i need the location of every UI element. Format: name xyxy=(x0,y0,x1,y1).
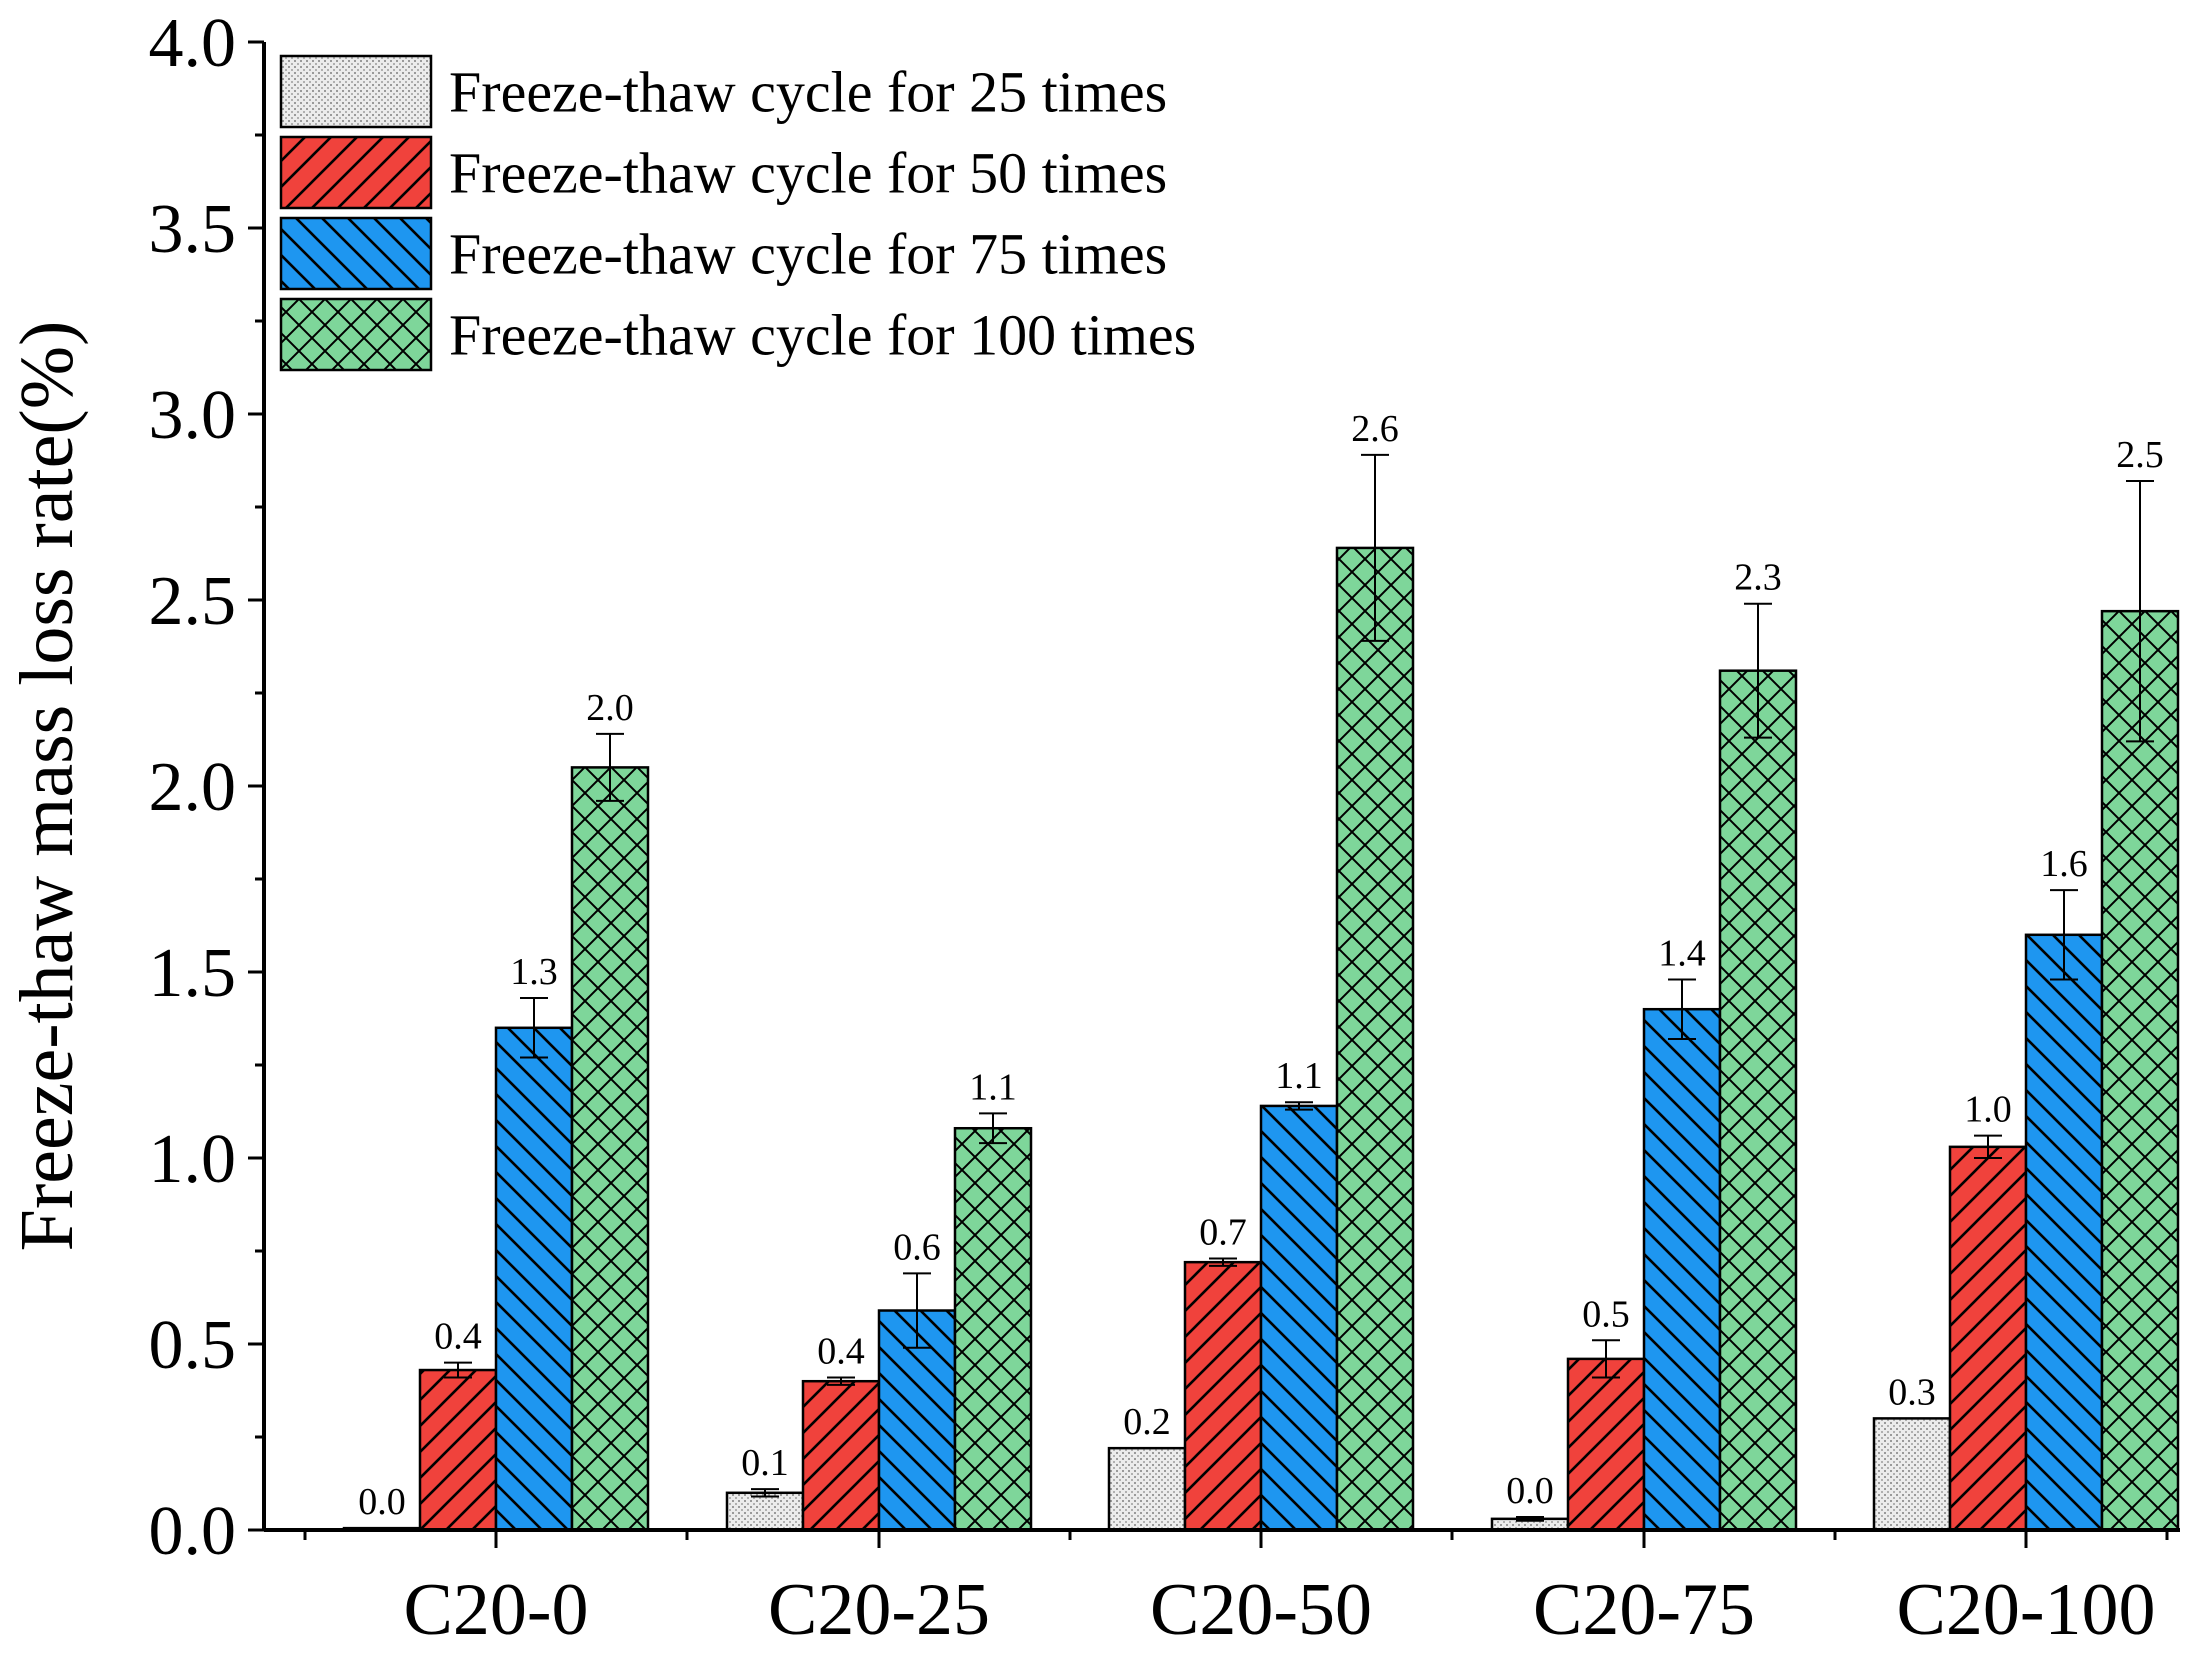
bar xyxy=(725,1491,805,1532)
data-label: 2.6 xyxy=(1351,408,1399,450)
bar xyxy=(494,1026,574,1532)
data-label: 1.1 xyxy=(969,1066,1017,1108)
y-tick-label: 1.5 xyxy=(149,935,237,1012)
data-label: 1.1 xyxy=(1275,1055,1323,1097)
legend-item: Freeze-thaw cycle for 50 times xyxy=(279,135,1167,210)
bar-group: 0.0 0.4 1.3 2.0 xyxy=(342,687,650,1532)
bar xyxy=(1718,669,1798,1532)
data-label: 0.0 xyxy=(1506,1470,1554,1512)
bar xyxy=(1872,1417,1952,1532)
legend-swatch xyxy=(279,216,433,291)
data-label: 1.0 xyxy=(1964,1089,2012,1131)
data-label: 0.0 xyxy=(358,1481,406,1523)
legend-swatch xyxy=(279,135,433,210)
bar xyxy=(953,1126,1033,1532)
data-label: 0.7 xyxy=(1199,1211,1247,1253)
bars-layer: 0.00.41.32.00.10.40.61.10.20.71.12.60.00… xyxy=(342,408,2180,1532)
legend-label: Freeze-thaw cycle for 100 times xyxy=(449,303,1196,368)
bar-group: 0.3 1.0 1.6 2.5 xyxy=(1872,434,2180,1532)
x-category-label: C20-25 xyxy=(768,1569,990,1651)
data-label: 0.3 xyxy=(1888,1371,1936,1413)
data-label: 0.5 xyxy=(1582,1293,1630,1335)
data-label: 1.4 xyxy=(1658,932,1706,974)
y-tick-label: 0.0 xyxy=(149,1493,237,1570)
bar xyxy=(1948,1145,2028,1532)
bar xyxy=(1183,1260,1263,1532)
y-tick-label: 2.5 xyxy=(149,563,237,640)
bar xyxy=(801,1379,881,1532)
bar-group: 0.0 0.5 1.4 2.3 xyxy=(1490,557,1798,1532)
bar xyxy=(1259,1104,1339,1532)
data-label: 2.0 xyxy=(586,687,634,729)
legend-swatch xyxy=(279,54,433,129)
legend-item: Freeze-thaw cycle for 100 times xyxy=(279,297,1196,372)
y-tick-label: 4.0 xyxy=(149,5,237,82)
bar xyxy=(1335,546,1415,1532)
bar xyxy=(418,1368,498,1532)
bar xyxy=(2100,609,2180,1532)
data-label: 2.3 xyxy=(1734,557,1782,599)
data-label: 0.6 xyxy=(893,1226,941,1268)
data-label: 2.5 xyxy=(2116,434,2164,476)
bar-group: 0.1 0.4 0.6 1.1 xyxy=(725,1066,1033,1532)
data-label: 1.6 xyxy=(2040,843,2088,885)
y-tick-label: 0.5 xyxy=(149,1307,237,1384)
x-category-label: C20-50 xyxy=(1150,1569,1372,1651)
legend-item: Freeze-thaw cycle for 25 times xyxy=(279,54,1167,129)
x-category-label: C20-100 xyxy=(1897,1569,2156,1651)
data-label: 0.4 xyxy=(434,1316,482,1358)
bar xyxy=(2024,933,2104,1532)
legend-label: Freeze-thaw cycle for 75 times xyxy=(449,222,1167,287)
data-label: 0.1 xyxy=(741,1442,789,1484)
bar-group: 0.2 0.7 1.1 2.6 xyxy=(1107,408,1415,1532)
legend: Freeze-thaw cycle for 25 times Freeze-tha… xyxy=(279,54,1196,372)
data-label: 0.4 xyxy=(817,1330,865,1372)
y-tick-label: 3.5 xyxy=(149,191,237,268)
bar xyxy=(1642,1007,1722,1532)
y-tick-label: 2.0 xyxy=(149,749,237,826)
data-label: 0.2 xyxy=(1123,1401,1171,1443)
y-tick-label: 1.0 xyxy=(149,1121,237,1198)
legend-label: Freeze-thaw cycle for 25 times xyxy=(449,60,1167,125)
x-category-label: C20-0 xyxy=(404,1569,589,1651)
legend-item: Freeze-thaw cycle for 75 times xyxy=(279,216,1167,291)
bar xyxy=(1107,1446,1187,1532)
legend-label: Freeze-thaw cycle for 50 times xyxy=(449,141,1167,206)
data-label: 1.3 xyxy=(510,951,558,993)
ticks-layer: 0.0 0.5 1.0 1.5 2.0 2.5 3.0 3.5 4.0 C20-0 C20-25 C2… xyxy=(149,5,2169,1651)
legend-swatch xyxy=(279,297,433,372)
y-axis-label: Freeze-thaw mass loss rate(%) xyxy=(5,321,89,1252)
bar xyxy=(1566,1357,1646,1532)
x-category-label: C20-75 xyxy=(1533,1569,1755,1651)
bar xyxy=(570,766,650,1532)
y-tick-label: 3.0 xyxy=(149,377,237,454)
